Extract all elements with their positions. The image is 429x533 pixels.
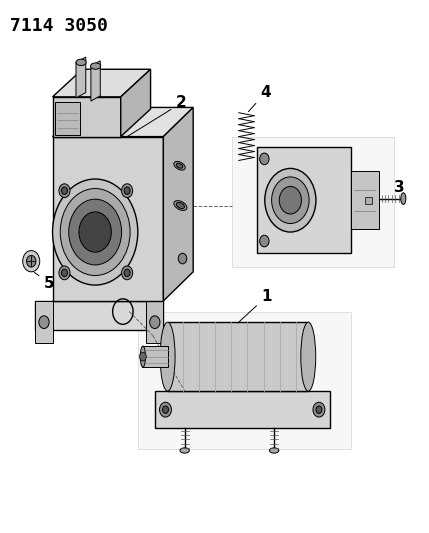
Ellipse shape [91,63,101,69]
Polygon shape [155,391,329,428]
Text: 7114 3050: 7114 3050 [10,17,108,35]
Polygon shape [232,136,393,266]
Polygon shape [142,346,168,367]
Polygon shape [121,69,151,136]
Circle shape [121,184,133,198]
Circle shape [124,269,130,277]
Polygon shape [163,108,193,301]
Text: 2: 2 [125,95,187,138]
Ellipse shape [269,448,279,453]
Circle shape [272,177,309,223]
Polygon shape [36,301,163,330]
Circle shape [23,251,40,272]
Polygon shape [52,136,163,301]
Circle shape [139,352,146,361]
Ellipse shape [160,322,175,391]
Polygon shape [351,171,379,229]
Circle shape [121,266,133,280]
Polygon shape [52,97,121,136]
Circle shape [316,406,322,414]
Text: 1: 1 [238,289,272,323]
Polygon shape [146,301,163,343]
Polygon shape [91,61,100,101]
Circle shape [27,255,36,267]
Ellipse shape [176,163,183,168]
Ellipse shape [174,161,185,170]
Circle shape [160,402,172,417]
Ellipse shape [401,193,406,205]
Circle shape [60,189,130,276]
Polygon shape [76,57,86,98]
Circle shape [52,179,138,285]
Circle shape [163,406,169,414]
Circle shape [59,266,70,280]
Circle shape [39,316,49,328]
Polygon shape [257,147,351,253]
Circle shape [69,199,121,265]
Circle shape [178,253,187,264]
Text: 3: 3 [393,180,404,195]
Ellipse shape [176,203,184,208]
Circle shape [59,184,70,198]
Polygon shape [52,108,193,136]
Ellipse shape [76,59,86,66]
Circle shape [260,235,269,247]
Circle shape [279,187,302,214]
Circle shape [150,316,160,328]
Polygon shape [54,102,80,135]
Ellipse shape [301,322,316,391]
Ellipse shape [174,200,187,211]
Polygon shape [138,312,351,449]
Circle shape [61,187,67,195]
Circle shape [79,212,112,252]
Text: 5: 5 [34,272,54,290]
Polygon shape [168,322,308,391]
Text: 4: 4 [248,85,271,112]
Circle shape [124,187,130,195]
Circle shape [61,269,67,277]
Circle shape [260,153,269,165]
Circle shape [265,168,316,232]
Polygon shape [52,69,151,97]
Circle shape [313,402,325,417]
Polygon shape [365,197,372,204]
Ellipse shape [180,448,189,453]
Ellipse shape [140,346,145,367]
Polygon shape [36,301,52,343]
